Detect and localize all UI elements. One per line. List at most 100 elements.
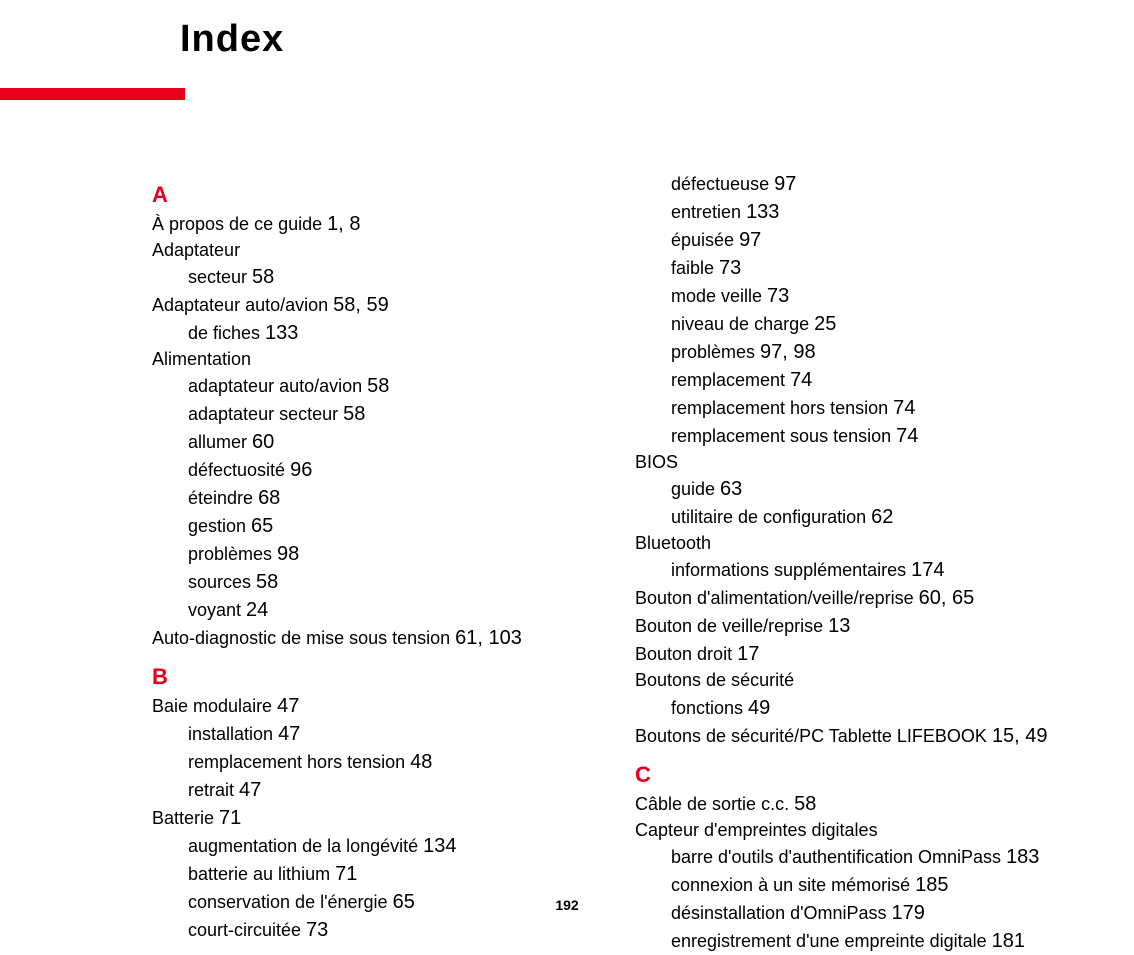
entry-text: Bouton droit <box>635 644 737 664</box>
entry-pages[interactable]: 47 <box>278 723 300 745</box>
entry-text: épuisée <box>671 230 739 250</box>
entry-pages[interactable]: 133 <box>746 201 779 223</box>
entry-text: remplacement hors tension <box>671 398 893 418</box>
index-entry: Batterie 71 <box>152 804 587 832</box>
entry-pages[interactable]: 25 <box>814 313 836 335</box>
index-subentry: court-circuitée 73 <box>152 916 587 944</box>
index-subentry: défectuosité 96 <box>152 456 587 484</box>
entry-pages[interactable]: 58 <box>343 403 365 425</box>
entry-text: connexion à un site mémorisé <box>671 875 915 895</box>
entry-text: barre d'outils d'authentification OmniPa… <box>671 847 1006 867</box>
index-entry: Adaptateur auto/avion 58, 59 <box>152 291 587 319</box>
entry-text: Batterie <box>152 808 219 828</box>
entry-pages[interactable]: 13 <box>828 615 850 637</box>
index-entry: Boutons de sécurité/PC Tablette LIFEBOOK… <box>635 722 1070 750</box>
page-title: Index <box>180 18 284 61</box>
index-subentry: voyant 24 <box>152 596 587 624</box>
entry-pages[interactable]: 71 <box>219 807 241 829</box>
entry-pages[interactable]: 60, 65 <box>919 587 975 609</box>
index-entry: Câble de sortie c.c. 58 <box>635 790 1070 818</box>
index-subentry: enregistrement d'une empreinte digitale … <box>635 927 1070 955</box>
entry-pages[interactable]: 97, 98 <box>760 341 816 363</box>
entry-text: secteur <box>188 267 252 287</box>
index-subentry: batterie au lithium 71 <box>152 860 587 888</box>
entry-text: remplacement hors tension <box>188 752 410 772</box>
entry-text: voyant <box>188 600 246 620</box>
section-letter-a: A <box>152 182 587 208</box>
entry-text: Boutons de sécurité <box>635 670 794 690</box>
index-subentry: remplacement hors tension 74 <box>635 394 1070 422</box>
entry-pages[interactable]: 73 <box>719 257 741 279</box>
entry-pages[interactable]: 74 <box>893 397 915 419</box>
index-subentry: défectueuse 97 <box>635 170 1070 198</box>
entry-pages[interactable]: 58 <box>256 571 278 593</box>
entry-pages[interactable]: 73 <box>767 285 789 307</box>
entry-text: Baie modulaire <box>152 696 277 716</box>
entry-pages[interactable]: 17 <box>737 643 759 665</box>
entry-pages[interactable]: 71 <box>335 863 357 885</box>
entry-text: problèmes <box>671 342 760 362</box>
index-content: A À propos de ce guide 1, 8 Adaptateur s… <box>152 170 1070 955</box>
index-subentry: sources 58 <box>152 568 587 596</box>
entry-text: fonctions <box>671 698 748 718</box>
entry-pages[interactable]: 65 <box>251 515 273 537</box>
entry-pages[interactable]: 63 <box>720 478 742 500</box>
entry-pages[interactable]: 48 <box>410 751 432 773</box>
index-entry: Capteur d'empreintes digitales <box>635 818 1070 843</box>
entry-pages[interactable]: 68 <box>258 487 280 509</box>
entry-pages[interactable]: 183 <box>1006 846 1039 868</box>
entry-pages[interactable]: 1, 8 <box>327 213 360 235</box>
entry-pages[interactable]: 97 <box>774 173 796 195</box>
index-subentry: allumer 60 <box>152 428 587 456</box>
index-subentry: remplacement sous tension 74 <box>635 422 1070 450</box>
accent-bar <box>0 88 185 100</box>
index-subentry: barre d'outils d'authentification OmniPa… <box>635 843 1070 871</box>
entry-pages[interactable]: 74 <box>896 425 918 447</box>
entry-pages[interactable]: 24 <box>246 599 268 621</box>
entry-text: allumer <box>188 432 252 452</box>
index-subentry: informations supplémentaires 174 <box>635 556 1070 584</box>
entry-text: batterie au lithium <box>188 864 335 884</box>
left-column: A À propos de ce guide 1, 8 Adaptateur s… <box>152 170 587 955</box>
entry-pages[interactable]: 49 <box>748 697 770 719</box>
index-subentry: problèmes 98 <box>152 540 587 568</box>
index-subentry: niveau de charge 25 <box>635 310 1070 338</box>
entry-text: Capteur d'empreintes digitales <box>635 820 878 840</box>
entry-text: gestion <box>188 516 251 536</box>
entry-pages[interactable]: 58 <box>794 793 816 815</box>
entry-pages[interactable]: 96 <box>290 459 312 481</box>
index-subentry: guide 63 <box>635 475 1070 503</box>
entry-pages[interactable]: 174 <box>911 559 944 581</box>
entry-text: augmentation de la longévité <box>188 836 423 856</box>
entry-text: Bouton de veille/reprise <box>635 616 828 636</box>
entry-pages[interactable]: 181 <box>992 930 1025 952</box>
entry-pages[interactable]: 58 <box>252 266 274 288</box>
index-entry: Bouton d'alimentation/veille/reprise 60,… <box>635 584 1070 612</box>
entry-pages[interactable]: 133 <box>265 322 298 344</box>
entry-text: remplacement sous tension <box>671 426 896 446</box>
entry-pages[interactable]: 47 <box>277 695 299 717</box>
entry-text: défectuosité <box>188 460 290 480</box>
entry-text: Câble de sortie c.c. <box>635 794 794 814</box>
entry-pages[interactable]: 185 <box>915 874 948 896</box>
entry-pages[interactable]: 47 <box>239 779 261 801</box>
index-subentry: adaptateur secteur 58 <box>152 400 587 428</box>
entry-pages[interactable]: 97 <box>739 229 761 251</box>
entry-text: Bluetooth <box>635 533 711 553</box>
entry-pages[interactable]: 62 <box>871 506 893 528</box>
index-subentry: de fiches 133 <box>152 319 587 347</box>
entry-text: court-circuitée <box>188 920 306 940</box>
entry-pages[interactable]: 58 <box>367 375 389 397</box>
entry-pages[interactable]: 73 <box>306 919 328 941</box>
entry-text: entretien <box>671 202 746 222</box>
entry-text: Auto-diagnostic de mise sous tension <box>152 628 455 648</box>
entry-pages[interactable]: 58, 59 <box>333 294 389 316</box>
entry-pages[interactable]: 60 <box>252 431 274 453</box>
entry-pages[interactable]: 134 <box>423 835 456 857</box>
entry-pages[interactable]: 98 <box>277 543 299 565</box>
entry-text: adaptateur secteur <box>188 404 343 424</box>
entry-pages[interactable]: 15, 49 <box>992 725 1048 747</box>
entry-pages[interactable]: 74 <box>790 369 812 391</box>
index-subentry: problèmes 97, 98 <box>635 338 1070 366</box>
entry-pages[interactable]: 61, 103 <box>455 627 522 649</box>
